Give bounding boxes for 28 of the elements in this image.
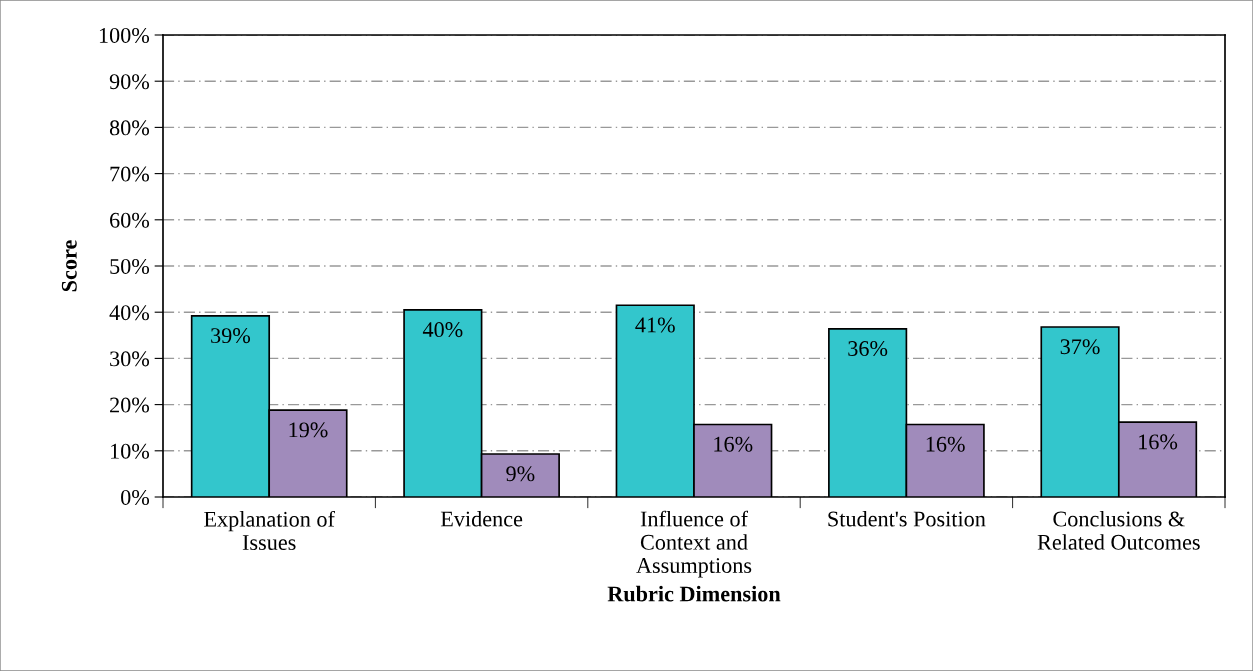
- y-tick-label: 80%: [109, 120, 150, 136]
- data-label: 37%: [1060, 339, 1100, 355]
- x-tick-label: Conclusions & Related Outcomes: [1037, 510, 1200, 550]
- y-tick-label: 60%: [110, 212, 150, 228]
- y-tick-label: 10%: [111, 443, 150, 459]
- y-tick-label: 30%: [110, 351, 150, 367]
- data-label: 19%: [289, 422, 328, 438]
- x-tick-label: Influence of Context and Assumptions: [636, 510, 752, 578]
- y-tick-label: 20%: [110, 397, 150, 413]
- y-tick-label: 100%: [99, 27, 150, 43]
- y-tick-label: 40%: [109, 305, 150, 321]
- data-label: 16%: [1139, 434, 1178, 450]
- y-tick-label: 0%: [121, 489, 150, 505]
- data-label: 40%: [422, 322, 463, 338]
- data-label: 39%: [211, 328, 251, 344]
- data-label: 9%: [506, 466, 535, 482]
- data-label: 16%: [926, 436, 965, 452]
- y-tick-label: 70%: [110, 166, 150, 182]
- data-label: 36%: [848, 341, 888, 357]
- y-tick-label: 90%: [109, 74, 150, 90]
- data-label: 16%: [714, 436, 753, 452]
- data-label: 41%: [635, 317, 675, 333]
- x-tick-label: Evidence: [440, 510, 523, 527]
- x-tick-label: Student's Position: [828, 510, 986, 527]
- x-tick-label: Explanation of Issues: [204, 510, 335, 550]
- y-tick-label: 50%: [110, 258, 150, 274]
- y-axis-title: Score: [61, 240, 77, 292]
- x-axis-title: Rubric Dimension: [607, 585, 781, 602]
